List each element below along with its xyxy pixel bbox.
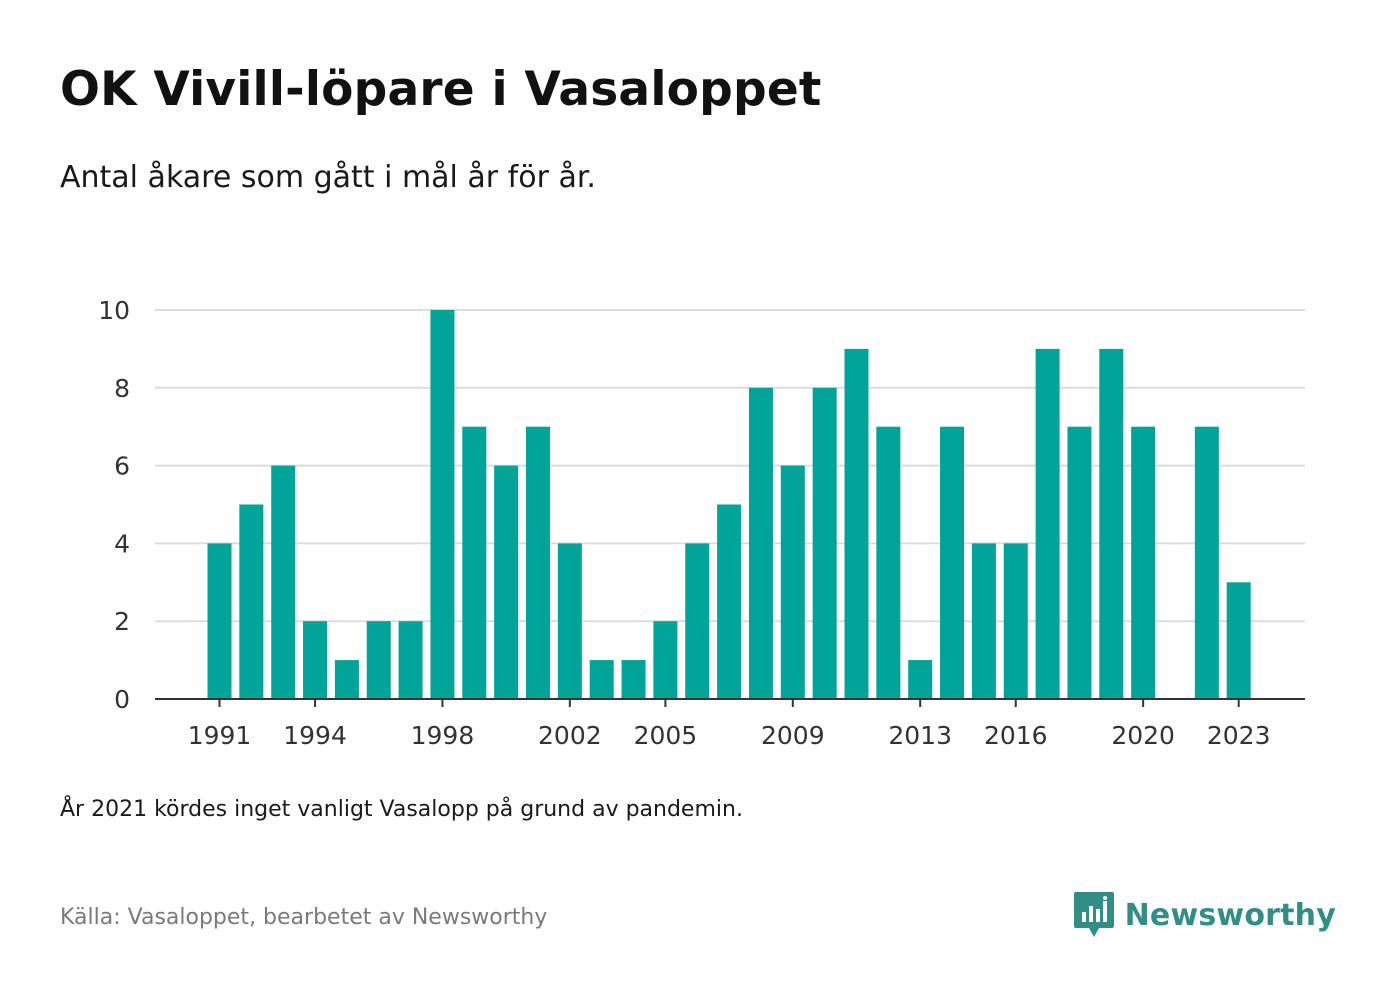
x-tick-label: 2016 bbox=[984, 721, 1048, 750]
bar-2010 bbox=[812, 387, 837, 699]
brand-name: Newsworthy bbox=[1124, 897, 1336, 933]
bar-1991 bbox=[207, 543, 232, 699]
bar-2012 bbox=[876, 426, 901, 699]
y-tick-label: 8 bbox=[114, 374, 130, 403]
bar-2022 bbox=[1194, 426, 1219, 699]
bar-2001 bbox=[526, 426, 550, 699]
x-tick-label: 1991 bbox=[188, 721, 252, 750]
bar-2017 bbox=[1035, 348, 1060, 699]
y-tick-label: 0 bbox=[114, 685, 130, 714]
bar-2016 bbox=[1003, 543, 1028, 699]
bar-1992 bbox=[239, 504, 264, 699]
bar-2014 bbox=[940, 426, 965, 699]
y-tick-label: 6 bbox=[114, 452, 130, 481]
bar-2000 bbox=[494, 465, 519, 699]
bar-2015 bbox=[971, 543, 996, 699]
bar-2003 bbox=[589, 660, 614, 699]
bar-1993 bbox=[271, 465, 296, 699]
chart-subtitle: Antal åkare som gått i mål år för år. bbox=[60, 160, 596, 195]
source-credit: Källa: Vasaloppet, bearbetet av Newswort… bbox=[60, 905, 548, 930]
x-tick-label: 2005 bbox=[634, 721, 698, 750]
x-axis-ticks: 1991 1994 1998 2002 2005 2009 2013 2016 2020 2023 bbox=[188, 699, 1271, 750]
x-tick-label: 1998 bbox=[411, 721, 475, 750]
bar-2013 bbox=[908, 660, 933, 699]
bar-1998 bbox=[430, 310, 455, 699]
x-tick-label: 2009 bbox=[761, 721, 825, 750]
bar-2004 bbox=[621, 660, 646, 699]
y-axis-ticks: 0 2 4 6 8 10 bbox=[98, 296, 130, 714]
bar-2006 bbox=[685, 543, 710, 699]
x-tick-label: 1994 bbox=[283, 721, 347, 750]
bar-1996 bbox=[366, 621, 391, 699]
x-tick-label: 2020 bbox=[1111, 721, 1175, 750]
bar-1999 bbox=[462, 426, 487, 699]
bar-2002 bbox=[557, 543, 582, 699]
y-tick-label: 10 bbox=[98, 296, 130, 325]
bar-2023 bbox=[1226, 582, 1251, 699]
chart-title: OK Vivill-löpare i Vasaloppet bbox=[60, 62, 822, 117]
bar-2020 bbox=[1131, 426, 1156, 699]
y-tick-label: 4 bbox=[114, 529, 130, 558]
x-tick-label: 2013 bbox=[888, 721, 952, 750]
x-tick-label: 2023 bbox=[1207, 721, 1271, 750]
bar-2011 bbox=[844, 348, 869, 699]
bar-1997 bbox=[398, 621, 423, 699]
bar-2007 bbox=[717, 504, 742, 699]
bars bbox=[207, 310, 1251, 699]
x-tick-label: 2002 bbox=[538, 721, 602, 750]
bar-2018 bbox=[1067, 426, 1092, 699]
brand-logo: Newsworthy bbox=[1073, 890, 1336, 940]
y-tick-label: 2 bbox=[114, 607, 130, 636]
bar-2009 bbox=[780, 465, 805, 699]
bar-2019 bbox=[1099, 348, 1124, 699]
footnote: År 2021 kördes inget vanligt Vasalopp på… bbox=[60, 797, 743, 822]
newsworthy-logo-icon bbox=[1073, 892, 1114, 937]
bar-2005 bbox=[653, 621, 678, 699]
bar-2008 bbox=[748, 387, 773, 699]
bar-1994 bbox=[303, 621, 328, 699]
bar-1995 bbox=[334, 660, 359, 699]
